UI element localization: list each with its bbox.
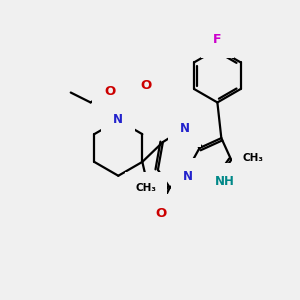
Text: O: O [140,79,152,92]
Text: N: N [183,170,193,183]
Text: F: F [213,32,222,46]
Text: O: O [105,85,116,98]
Text: N: N [113,113,123,126]
Text: N: N [180,122,190,135]
Text: CH₃: CH₃ [136,183,157,193]
Text: O: O [155,207,167,220]
Text: NH: NH [215,175,235,188]
Text: CH₃: CH₃ [242,153,263,163]
